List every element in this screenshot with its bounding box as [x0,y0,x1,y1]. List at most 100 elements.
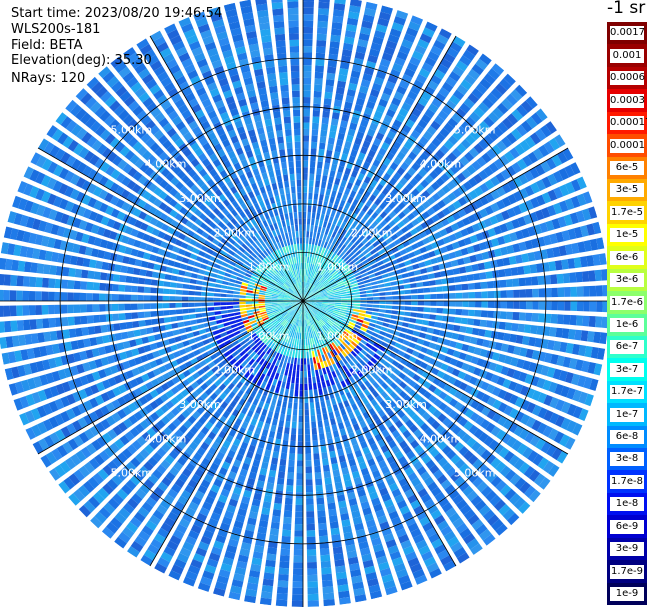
ppi-range-gate [355,321,363,326]
ppi-range-gate [596,237,605,250]
ppi-range-gate [498,402,508,413]
ppi-range-gate [364,282,372,287]
ppi-range-gate [463,450,474,461]
ppi-range-gate [402,404,412,414]
ppi-range-gate [305,460,312,467]
ppi-range-gate [327,337,333,344]
ppi-range-gate [143,286,151,293]
ppi-range-gate [145,270,153,278]
ppi-range-gate [487,227,496,237]
ppi-range-gate [363,388,371,397]
ppi-range-gate [119,275,127,283]
ppi-range-gate [323,241,328,249]
ppi-range-gate [312,205,317,213]
ppi-range-gate [338,314,345,319]
ppi-range-gate [330,398,337,406]
ppi-range-gate [329,521,339,529]
ppi-range-gate [4,320,12,333]
ppi-range-gate [265,396,272,405]
ppi-range-gate [405,27,419,38]
ppi-range-gate [364,372,372,380]
ppi-range-gate [572,422,583,436]
ppi-range-gate [181,302,189,308]
ppi-range-gate [352,184,360,193]
ppi-range-gate [549,412,560,425]
ppi-range-gate [388,220,396,228]
ppi-range-gate [226,294,234,298]
ppi-range-gate [390,233,399,241]
ppi-range-gate [531,419,542,432]
ppi-range-gate [147,262,155,270]
ppi-range-gate [297,453,303,461]
ppi-range-gate [564,301,571,311]
ppi-range-gate [282,361,287,369]
ppi-range-gate [459,504,472,516]
ppi-range-gate [191,325,199,331]
ppi-range-gate [131,276,139,284]
ppi-range-gate [194,291,202,296]
ppi-range-gate [310,408,315,416]
ppi-range-gate [498,269,506,278]
ppi-range-gate [406,450,416,460]
ppi-range-gate [326,275,333,281]
ppi-range-gate [474,125,486,137]
ppi-range-gate [153,263,161,271]
ppi-range-gate [523,214,533,225]
ppi-range-gate [399,381,407,389]
ppi-range-gate [411,218,420,227]
ppi-range-gate [340,179,347,188]
ppi-range-gate [227,313,235,317]
ppi-range-gate [303,26,313,34]
ppi-range-gate [538,144,550,157]
ppi-range-gate [303,52,313,59]
ppi-range-gate [408,323,416,329]
ppi-range-gate [226,302,233,305]
ppi-range-gate [516,124,528,137]
ppi-range-gate [343,215,350,223]
ppi-range-gate [529,264,538,274]
ppi-range-gate [544,288,552,298]
ppi-range-gate [310,277,315,284]
ppi-range-gate [169,303,176,308]
ppi-range-gate [375,183,384,192]
ppi-range-gate [436,370,445,379]
ppi-range-gate [316,503,325,511]
ppi-range-gate [360,146,368,155]
ppi-range-gate [421,319,429,326]
ppi-range-gate [271,302,278,305]
ppi-range-gate [190,273,198,279]
ppi-range-gate [188,308,196,313]
ppi-range-gate [513,425,524,437]
ppi-range-gate [446,269,454,276]
ppi-range-gate [473,143,484,154]
ppi-range-gate [422,340,431,347]
ppi-range-gate [379,178,388,187]
ppi-range-gate [290,434,296,442]
ppi-range-gate [378,11,392,21]
ppi-range-gate [305,453,312,461]
ppi-range-gate [352,269,360,275]
ppi-range-gate [311,257,314,264]
ppi-range-gate [303,281,305,289]
ppi-range-gate [513,458,525,471]
ppi-range-gate [570,162,581,175]
ppi-range-gate [303,71,312,78]
ppi-range-gate [417,307,424,312]
ppi-range-gate [398,306,405,311]
ppi-range-gate [207,287,215,292]
ppi-range-gate [313,193,319,200]
ppi-range-gate [553,202,563,215]
ppi-range-gate [303,192,307,200]
ppi-range-gate [519,481,531,494]
ppi-range-gate [564,165,575,178]
ppi-range-gate [295,383,299,391]
ppi-range-gate [271,298,278,300]
ppi-range-gate [488,162,499,173]
ppi-range-gate [341,236,347,244]
ppi-range-gate [349,277,357,282]
ppi-range-gate [439,127,450,138]
ppi-range-gate [576,286,584,297]
ppi-range-gate [427,80,439,91]
ppi-range-gate [413,428,423,438]
ppi-range-gate [522,155,533,167]
